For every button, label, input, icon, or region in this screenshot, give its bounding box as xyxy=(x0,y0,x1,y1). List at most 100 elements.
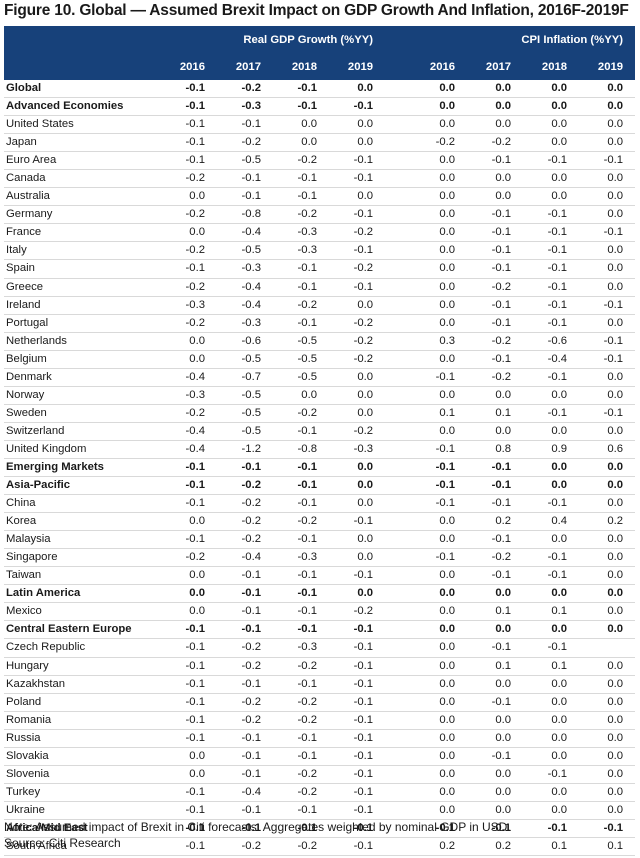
gdp-cell: -0.2 xyxy=(217,494,273,514)
gap-cell xyxy=(385,783,412,802)
cpi-cell: 0.0 xyxy=(579,783,636,802)
cpi-cell: -0.1 xyxy=(579,223,636,243)
gdp-cell: -0.2 xyxy=(217,657,273,676)
gdp-cell: -0.2 xyxy=(329,314,386,333)
gap-cell xyxy=(385,837,412,857)
cpi-cell: 0.0 xyxy=(467,783,524,802)
table-row: Mexico 0.0 -0.1 -0.1 -0.2 0.0 0.1 0.1 0.0 xyxy=(4,602,636,622)
gap-cell xyxy=(385,657,412,676)
cpi-cell: 0.0 xyxy=(523,530,580,550)
gdp-cell: -0.1 xyxy=(161,259,217,279)
row-label: Taiwan xyxy=(4,566,161,586)
gdp-cell: -0.1 xyxy=(329,783,386,802)
cpi-cell: 0.0 xyxy=(411,693,468,712)
gdp-cell: -0.1 xyxy=(273,530,329,550)
table-row: Malaysia -0.1 -0.2 -0.1 0.0 0.0 -0.1 0.0 0.0 xyxy=(4,530,636,550)
gdp-cell: -0.1 xyxy=(161,476,217,496)
gap-cell xyxy=(385,494,412,514)
cpi-cell: 0.0 xyxy=(411,187,468,207)
cpi-cell: -0.1 xyxy=(523,223,580,243)
cpi-cell: -0.1 xyxy=(579,151,636,171)
cpi-cell: -0.2 xyxy=(467,332,524,351)
cpi-cell: -0.1 xyxy=(523,151,580,171)
gdp-cell: -0.5 xyxy=(273,350,329,369)
cpi-cell: 0.8 xyxy=(467,440,524,459)
cpi-cell: 0.0 xyxy=(411,512,468,532)
gdp-cell: -0.3 xyxy=(217,314,273,333)
gdp-cell: -0.1 xyxy=(273,584,329,604)
cpi-cell: -0.1 xyxy=(579,296,636,315)
table-row: Slovenia 0.0 -0.1 -0.2 -0.1 0.0 0.0 -0.1 0.0 xyxy=(4,765,636,784)
gdp-cell: -0.1 xyxy=(161,675,217,694)
cpi-cell: 0.0 xyxy=(579,80,636,99)
cpi-cell: 0.0 xyxy=(411,80,468,99)
gdp-cell: -0.2 xyxy=(273,783,329,802)
header-gap xyxy=(385,26,412,54)
gdp-cell: -0.1 xyxy=(161,783,217,802)
cpi-cell: 0.0 xyxy=(579,548,636,568)
cpi-cell: -0.1 xyxy=(467,566,524,586)
cpi-cell: 0.0 xyxy=(411,115,468,135)
gdp-cell: -0.1 xyxy=(217,115,273,135)
gap-cell xyxy=(385,602,412,622)
cpi-cell: 0.0 xyxy=(411,169,468,189)
cpi-cell: 0.1 xyxy=(523,602,580,622)
gdp-cell: -0.1 xyxy=(217,458,273,478)
row-label: Switzerland xyxy=(4,422,161,441)
cpi-cell: 0.0 xyxy=(579,747,636,766)
cpi-cell: 0.0 xyxy=(523,729,580,748)
gap-cell xyxy=(385,133,412,153)
cpi-cell: 0.0 xyxy=(523,97,580,117)
row-label: Kazakhstan xyxy=(4,675,161,694)
gdp-cell: -0.1 xyxy=(273,422,329,441)
gdp-cell: -0.2 xyxy=(273,512,329,532)
cpi-cell: -0.1 xyxy=(523,278,580,297)
gdp-cell: -0.1 xyxy=(273,169,329,189)
table-body: Global -0.1 -0.2 -0.1 0.0 0.0 0.0 0.0 0.0 Advance… xyxy=(4,80,636,857)
gdp-cell: -0.3 xyxy=(329,440,386,459)
cpi-cell: 0.0 xyxy=(467,584,524,604)
gdp-cell: -0.1 xyxy=(273,620,329,640)
gdp-cell: -0.1 xyxy=(161,819,217,838)
row-label: Global xyxy=(4,80,161,99)
header-blank xyxy=(4,54,161,80)
cpi-cell: 0.0 xyxy=(579,97,636,117)
table-row: Euro Area -0.1 -0.5 -0.2 -0.1 0.0 -0.1 -0.1 -0.1 xyxy=(4,151,636,171)
gdp-cell: -0.2 xyxy=(329,332,386,351)
gdp-cell: 0.0 xyxy=(161,765,217,784)
gdp-cell: -0.1 xyxy=(217,566,273,586)
table-row: Africa/Mid East -0.1 -0.1 -0.1 -0.1 -0.1 -0.1-… xyxy=(4,819,636,838)
gdp-cell: -0.1 xyxy=(161,801,217,820)
header-gap xyxy=(385,54,412,80)
cpi-year-header: 2018 xyxy=(523,54,580,80)
cpi-cell: 0.0 xyxy=(523,584,580,604)
cpi-cell: 0.1 xyxy=(579,837,636,857)
gdp-cell: -0.1 xyxy=(161,693,217,712)
gdp-cell: -0.3 xyxy=(273,638,329,658)
cpi-cell: -0.2 xyxy=(411,133,468,153)
cpi-cell: 0.1 xyxy=(467,404,524,423)
cpi-cell: -0.1 xyxy=(523,259,580,279)
gap-cell xyxy=(385,512,412,532)
gdp-cell: 0.0 xyxy=(329,548,386,568)
table-row: France 0.0 -0.4 -0.3 -0.2 0.0 -0.1 -0.1 -0.1 xyxy=(4,223,636,243)
table-row: Asia-Pacific -0.1 -0.2 -0.1 0.0 -0.1 -0.1 0.0 0.… xyxy=(4,476,636,496)
gdp-cell: -0.1 xyxy=(217,620,273,640)
row-label: Malaysia xyxy=(4,530,161,550)
cpi-cell: 0.0 xyxy=(411,801,468,820)
cpi-cell: 0.0 xyxy=(579,476,636,496)
gdp-cell: 0.0 xyxy=(329,368,386,387)
gdp-cell: -0.1 xyxy=(217,801,273,820)
table-row: Advanced Economies -0.1 -0.3 -0.1 -0.1 0.0 0.0… xyxy=(4,97,636,117)
table-row: Turkey -0.1 -0.4 -0.2 -0.1 0.0 0.0 0.0 0.0 xyxy=(4,783,636,802)
gdp-cell: -0.2 xyxy=(273,765,329,784)
cpi-cell: 0.0 xyxy=(579,314,636,333)
gdp-cell: 0.0 xyxy=(329,386,386,405)
gdp-cell: -0.1 xyxy=(329,241,386,261)
gdp-cell: -0.1 xyxy=(161,711,217,730)
gdp-cell: -0.5 xyxy=(217,241,273,261)
row-label: Norway xyxy=(4,386,161,405)
gdp-cell: 0.0 xyxy=(329,133,386,153)
row-label: Netherlands xyxy=(4,332,161,351)
gdp-cell: -0.7 xyxy=(217,368,273,387)
